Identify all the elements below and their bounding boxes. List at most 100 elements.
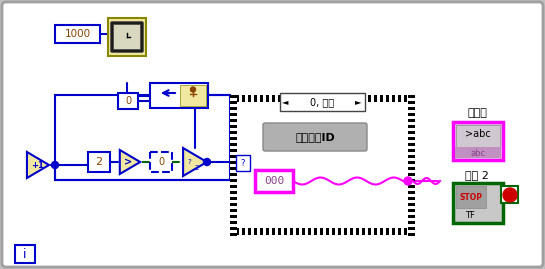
FancyBboxPatch shape	[111, 22, 143, 52]
Bar	[254, 228, 257, 235]
Bar	[230, 101, 237, 104]
Bar	[233, 228, 236, 235]
Text: 0: 0	[158, 157, 164, 167]
Bar	[362, 228, 365, 235]
Bar	[408, 134, 415, 137]
Bar	[329, 95, 332, 102]
Bar	[230, 167, 237, 170]
Bar	[350, 228, 353, 235]
Bar	[408, 137, 415, 140]
Bar	[230, 95, 233, 102]
Text: abc: abc	[470, 148, 486, 158]
Bar	[269, 228, 272, 235]
Bar	[377, 228, 380, 235]
Text: 0, 默认: 0, 默认	[310, 97, 334, 107]
Text: STOP: STOP	[459, 193, 482, 201]
Bar	[230, 146, 237, 149]
Bar	[335, 228, 338, 235]
Bar	[408, 149, 415, 152]
Bar	[230, 131, 237, 134]
Text: i: i	[23, 247, 27, 260]
Bar	[456, 125, 500, 149]
Bar	[344, 95, 347, 102]
Bar	[180, 85, 206, 106]
Bar	[230, 185, 237, 188]
Bar	[408, 218, 415, 221]
Bar	[365, 228, 368, 235]
Bar	[408, 227, 415, 230]
Bar	[15, 245, 35, 263]
Bar	[266, 228, 269, 235]
Bar	[230, 194, 237, 197]
Bar	[410, 228, 413, 235]
Text: ?: ?	[241, 158, 245, 168]
Bar	[230, 218, 237, 221]
Bar	[408, 233, 415, 236]
Bar	[408, 104, 415, 107]
Bar	[408, 188, 415, 191]
Bar	[230, 125, 237, 128]
Circle shape	[191, 87, 196, 92]
Polygon shape	[27, 152, 49, 178]
Bar	[245, 228, 248, 235]
Bar	[392, 95, 395, 102]
Bar	[269, 95, 272, 102]
Bar	[408, 215, 415, 218]
FancyBboxPatch shape	[113, 24, 141, 49]
Bar	[263, 95, 266, 102]
Bar	[296, 95, 299, 102]
Bar	[230, 116, 237, 119]
Bar	[371, 228, 374, 235]
Bar	[408, 125, 415, 128]
Bar	[408, 194, 415, 197]
Bar	[338, 228, 341, 235]
Bar	[408, 131, 415, 134]
Bar	[230, 209, 237, 212]
Bar	[302, 228, 305, 235]
Bar	[408, 212, 415, 215]
Bar	[344, 228, 347, 235]
Bar	[230, 176, 237, 179]
Bar	[408, 176, 415, 179]
Text: 0: 0	[125, 96, 131, 106]
Bar	[408, 107, 415, 110]
Text: ►: ►	[355, 97, 361, 107]
Bar	[230, 188, 237, 191]
Bar	[230, 122, 237, 125]
Bar	[287, 228, 290, 235]
Bar	[380, 228, 383, 235]
Bar	[293, 95, 296, 102]
Bar	[230, 164, 237, 167]
Text: >abc: >abc	[465, 129, 491, 139]
Bar	[335, 95, 338, 102]
Bar	[453, 122, 503, 160]
Bar	[453, 183, 503, 223]
Bar	[408, 101, 415, 104]
Bar	[278, 228, 281, 235]
FancyBboxPatch shape	[2, 2, 543, 267]
Bar	[230, 170, 237, 173]
Bar	[230, 107, 237, 110]
Bar	[150, 152, 172, 172]
Bar	[278, 95, 281, 102]
Bar	[368, 228, 371, 235]
Bar	[408, 128, 415, 131]
Bar	[305, 228, 308, 235]
Text: TF: TF	[465, 211, 475, 220]
Bar	[237, 102, 408, 228]
Text: 1000: 1000	[64, 29, 90, 39]
Bar	[248, 95, 251, 102]
Bar	[230, 200, 237, 203]
Text: 000: 000	[264, 176, 284, 186]
Bar	[332, 228, 335, 235]
Bar	[359, 228, 362, 235]
Text: 读取本机ID: 读取本机ID	[295, 132, 335, 142]
Bar	[408, 197, 415, 200]
Bar	[332, 95, 335, 102]
Bar	[230, 98, 237, 101]
Bar	[383, 228, 386, 235]
Bar	[230, 236, 237, 239]
Text: 2: 2	[195, 165, 199, 171]
Bar	[257, 228, 260, 235]
Bar	[287, 95, 290, 102]
